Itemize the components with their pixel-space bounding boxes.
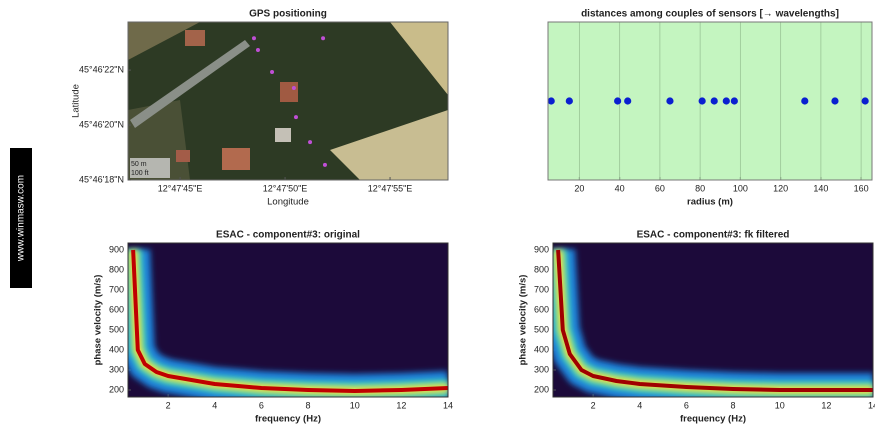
y-axis-title: phase velocity (m/s): [93, 275, 104, 366]
y-tick-label: 900: [109, 244, 124, 254]
plot-frame: [552, 242, 874, 398]
plot-frame: [127, 242, 449, 398]
distance-point: [547, 97, 555, 105]
y-tick-label: 45°46'22"N: [79, 64, 124, 74]
x-tick-label: 8: [731, 400, 736, 410]
x-tick-label: 2: [591, 400, 596, 410]
sensor-point: [251, 36, 256, 41]
distance-point: [861, 97, 869, 105]
distance-point: [710, 97, 718, 105]
y-tick-label: 300: [109, 364, 124, 374]
x-tick-label: 80: [695, 183, 705, 193]
heatmap: [128, 249, 448, 397]
watermark: www.winmasw.com: [16, 175, 27, 262]
chart-title: GPS positioning: [249, 9, 327, 20]
distance-point: [722, 97, 730, 105]
x-tick-label: 12: [396, 400, 406, 410]
y-tick-label: 600: [534, 304, 549, 314]
watermark-box: [10, 148, 32, 288]
x-tick-label: 12°47'55"E: [368, 183, 413, 193]
y-tick-label: 900: [534, 244, 549, 254]
x-axis-title: radius (m): [687, 197, 733, 208]
x-tick-label: 140: [813, 183, 828, 193]
heatmap: [553, 249, 873, 397]
x-tick-label: 160: [854, 183, 869, 193]
y-tick-label: 400: [109, 344, 124, 354]
x-tick-label: 12°47'45"E: [158, 183, 203, 193]
chart-title: ESAC - component#3: fk filtered: [637, 230, 790, 241]
distance-point: [624, 97, 632, 105]
chart-title: ESAC - component#3: original: [216, 230, 360, 241]
sensor-point: [322, 162, 327, 167]
distance-point: [801, 97, 809, 105]
y-tick-label: 300: [534, 364, 549, 374]
y-tick-label: 200: [109, 384, 124, 394]
y-tick-label: 500: [109, 324, 124, 334]
distance-point: [666, 97, 674, 105]
x-tick-label: 6: [259, 400, 264, 410]
scale-label: 50 m: [131, 161, 147, 168]
sensor-point: [308, 140, 313, 145]
y-tick-label: 200: [534, 384, 549, 394]
y-tick-label: 500: [534, 324, 549, 334]
x-tick-label: 6: [684, 400, 689, 410]
distance-point: [831, 97, 839, 105]
distance-point: [614, 97, 622, 105]
plot-background: [548, 22, 872, 180]
y-axis-title: Latitude: [71, 84, 82, 118]
map-imagery: [128, 22, 448, 180]
x-tick-label: 20: [574, 183, 584, 193]
y-tick-label: 400: [534, 344, 549, 354]
x-axis-title: frequency (Hz): [255, 414, 321, 425]
x-tick-label: 14: [443, 400, 453, 410]
x-tick-label: 4: [637, 400, 642, 410]
x-tick-label: 14: [868, 400, 875, 410]
x-tick-label: 12: [821, 400, 831, 410]
sensor-point: [270, 70, 275, 75]
distance-point: [698, 97, 706, 105]
sensor-point: [291, 85, 296, 90]
plot-frame: [547, 21, 873, 181]
y-axis-title: phase velocity (m/s): [518, 275, 529, 366]
x-tick-label: 100: [733, 183, 748, 193]
y-tick-label: 600: [109, 304, 124, 314]
sensor-point: [255, 48, 260, 53]
sensor-point: [321, 36, 326, 41]
ridge-line: [556, 249, 873, 392]
x-tick-label: 40: [615, 183, 625, 193]
distance-point: [565, 97, 573, 105]
x-tick-label: 12°47'50"E: [263, 183, 308, 193]
x-tick-label: 2: [166, 400, 171, 410]
y-tick-label: 45°46'18"N: [79, 174, 124, 184]
chart-title: distances among couples of sensors [→ wa…: [581, 9, 839, 20]
y-tick-label: 700: [534, 284, 549, 294]
x-tick-label: 4: [212, 400, 217, 410]
y-tick-label: 800: [534, 264, 549, 274]
y-tick-label: 45°46'20"N: [79, 119, 124, 129]
x-tick-label: 60: [655, 183, 665, 193]
distance-point: [730, 97, 738, 105]
x-tick-label: 10: [775, 400, 785, 410]
x-tick-label: 120: [773, 183, 788, 193]
plot-frame: [127, 21, 449, 181]
sensor-point: [293, 115, 298, 120]
y-tick-label: 700: [109, 284, 124, 294]
scale-label: 100 ft: [131, 170, 149, 177]
x-tick-label: 8: [306, 400, 311, 410]
x-axis-title: Longitude: [267, 197, 309, 208]
x-tick-label: 10: [350, 400, 360, 410]
ridge-line: [131, 249, 448, 393]
y-tick-label: 800: [109, 264, 124, 274]
x-axis-title: frequency (Hz): [680, 414, 746, 425]
